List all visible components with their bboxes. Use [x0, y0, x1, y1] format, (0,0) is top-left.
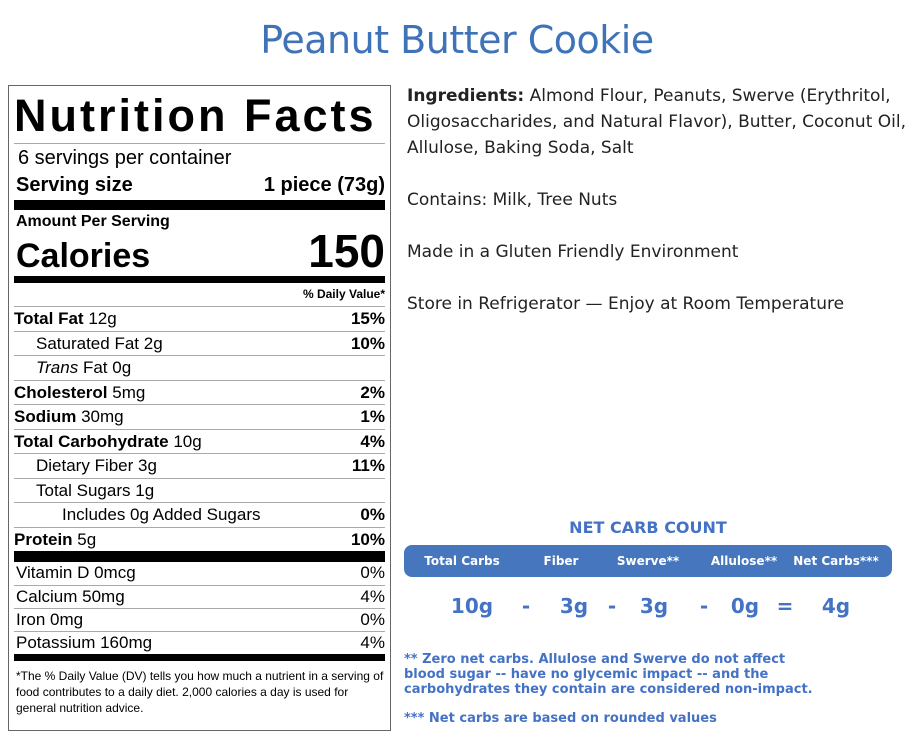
equals-sign: =: [776, 594, 794, 618]
net-carb-notes: ** Zero net carbs. Allulose and Swerve d…: [404, 652, 904, 726]
vitamin-dv: 0%: [360, 610, 385, 629]
allergens: Contains: Milk, Tree Nuts: [407, 190, 618, 210]
value-swerve: 3g: [639, 594, 669, 618]
header-total-carbs: Total Carbs: [424, 554, 500, 568]
vitamin-dv: 0%: [360, 563, 385, 582]
vitamin-row: Vitamin D 0mcg 0%: [14, 562, 385, 585]
daily-value-footnote: *The % Daily Value (DV) tells you how mu…: [16, 669, 384, 715]
servings-per-container: 6 servings per container: [18, 147, 232, 169]
value-allulose: 0g: [730, 594, 760, 618]
value-net-carbs: 4g: [821, 594, 851, 618]
nutrient-dv: 10%: [350, 333, 385, 353]
minus-sign: -: [607, 594, 617, 618]
vitamin-list: Vitamin D 0mcg 0% Calcium 50mg 4% Iron 0mg 0%…: [14, 562, 385, 654]
vitamin-row: Calcium 50mg 4%: [14, 585, 385, 608]
nutrient-dv: 15%: [350, 309, 385, 328]
nutrient-name: Protein 5g: [14, 529, 97, 549]
zero-net-carbs-note: ** Zero net carbs. Allulose and Swerve d…: [404, 652, 813, 697]
net-carb-title: NET CARB COUNT: [569, 518, 727, 537]
nutrient-list: Total Fat 12g 15% Saturated Fat 2g 10% Trans…: [14, 306, 385, 551]
amount-per-serving: Amount Per Serving: [16, 213, 170, 230]
vitamin-name: Potassium 160mg: [16, 633, 153, 652]
nutrient-name: Total Carbohydrate 10g: [14, 431, 202, 451]
nutrient-name: Cholesterol 5mg: [14, 382, 146, 402]
nutrient-name: Saturated Fat 2g: [36, 333, 163, 353]
value-total-carbs: 10g: [450, 594, 494, 618]
calories: Calories 150: [14, 223, 385, 276]
nutrient-row: Total Sugars 1g: [14, 477, 385, 503]
vitamin-dv: 4%: [360, 633, 385, 652]
divider-thick: [14, 200, 385, 210]
minus-sign: -: [521, 594, 531, 618]
vitamin-row: Iron 0mg 0%: [14, 608, 385, 631]
nutrient-name: Includes 0g Added Sugars: [62, 505, 261, 524]
header-fiber: Fiber: [543, 554, 579, 568]
nutrient-name: Sodium 30mg: [14, 407, 124, 426]
product-info: Ingredients: Almond Flour, Peanuts, Swer…: [407, 83, 907, 343]
header-net-carbs: Net Carbs***: [793, 554, 879, 568]
nutrient-row: Total Fat 12g 15%: [14, 306, 385, 331]
nutrient-row: Trans Fat 0g: [14, 355, 385, 380]
serving-size-label: Serving size: [16, 174, 133, 196]
nutrient-dv: 0%: [360, 505, 385, 524]
nutrient-row: Protein 5g 10%: [14, 526, 385, 552]
nutrient-dv: 11%: [351, 456, 385, 475]
nutrient-name: Dietary Fiber 3g: [36, 456, 157, 475]
nutrient-row: Includes 0g Added Sugars 0%: [14, 502, 385, 527]
nutrient-name: Total Fat 12g: [14, 309, 117, 328]
nutrient-row: Sodium 30mg 1%: [14, 404, 385, 429]
ingredients: Ingredients: Almond Flour, Peanuts, Swer…: [407, 86, 907, 158]
divider-thick: [14, 551, 385, 562]
vitamin-name: Vitamin D 0mcg: [16, 563, 136, 582]
nutrient-dv: 4%: [360, 431, 385, 451]
rounded-values-note: *** Net carbs are based on rounded value…: [404, 711, 717, 726]
header-swerve: Swerve**: [616, 554, 680, 568]
divider-thick: [14, 654, 385, 661]
serving-size-value: 1 piece (73g): [263, 174, 385, 196]
vitamin-name: Calcium 50mg: [16, 587, 125, 606]
nutrition-facts-label: Nutrition Facts 6 servings per container…: [8, 85, 391, 731]
vitamin-dv: 4%: [360, 587, 385, 606]
daily-value-header: % Daily Value*: [302, 287, 385, 301]
net-carb-header-bar: Total Carbs Fiber Swerve** Allulose** Ne…: [404, 545, 892, 577]
nutrient-row: Dietary Fiber 3g 11%: [14, 453, 385, 478]
nutrient-dv: 2%: [360, 382, 385, 402]
nutrition-facts-heading: Nutrition Facts: [14, 90, 377, 141]
header-allulose: Allulose**: [710, 554, 778, 568]
nutrient-name: Total Sugars 1g: [36, 480, 155, 500]
nutrient-row: Cholesterol 5mg 2%: [14, 379, 385, 405]
vitamin-row: Potassium 160mg 4%: [14, 631, 385, 654]
nutrient-dv: 1%: [360, 407, 385, 426]
nutrient-name: Trans Fat 0g: [36, 358, 132, 377]
nutrient-dv: 10%: [350, 529, 385, 549]
nutrient-row: Total Carbohydrate 10g 4%: [14, 428, 385, 454]
product-title: Peanut Butter Cookie: [260, 18, 654, 62]
calories-value: 150: [308, 225, 385, 277]
minus-sign: -: [699, 594, 709, 618]
storage-note: Store in Refrigerator — Enjoy at Room Te…: [407, 294, 845, 314]
nutrient-row: Saturated Fat 2g 10%: [14, 330, 385, 356]
value-fiber: 3g: [559, 594, 589, 618]
serving-size: Serving size 1 piece (73g): [14, 172, 385, 200]
divider-thick: [14, 276, 385, 283]
vitamin-name: Iron 0mg: [16, 610, 84, 629]
calories-label: Calories: [16, 237, 151, 275]
environment-note: Made in a Gluten Friendly Environment: [407, 242, 739, 262]
